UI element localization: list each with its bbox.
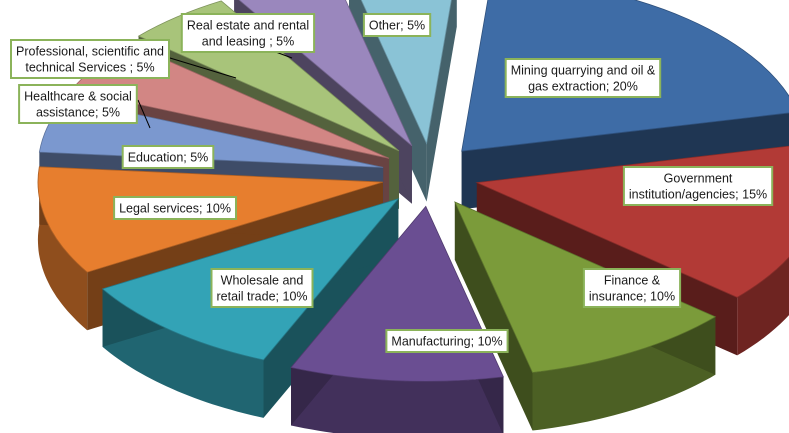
label-box-government-institution-agencies (622, 166, 774, 206)
label-professional-scientific-and-technical-services: Professional, scientific and technical Se… (10, 39, 170, 79)
label-box-manufacturing (385, 329, 509, 353)
slice-labels: Mining quarrying and oil & gas extraction… (10, 13, 774, 353)
label-text-mining-quarrying-and-oil-gas-extraction-0: Mining quarrying and oil & (511, 64, 656, 78)
label-box-other (362, 13, 432, 37)
label-box-professional-scientific-and-technical-services (10, 39, 170, 79)
label-text-government-institution-agencies-0: Government (664, 172, 733, 186)
label-text-professional-scientific-and-technical-services-1: technical Services ; 5% (25, 61, 154, 75)
label-text-mining-quarrying-and-oil-gas-extraction-1: gas extraction; 20% (528, 80, 638, 94)
label-text-real-estate-and-rental-and-leasing-1: and leasing ; 5% (202, 35, 294, 49)
label-mining-quarrying-and-oil-gas-extraction: Mining quarrying and oil & gas extraction… (504, 58, 662, 98)
label-text-education-0: Education; 5% (128, 151, 209, 165)
label-government-institution-agencies: Government institution/agencies; 15% (622, 166, 774, 206)
label-finance-insurance: Finance & insurance; 10% (582, 268, 682, 308)
label-text-wholesale-and-retail-trade-1: retail trade; 10% (216, 290, 307, 304)
label-box-mining-quarrying-and-oil-gas-extraction (504, 58, 662, 98)
label-box-real-estate-and-rental-and-leasing (180, 13, 316, 53)
slice-face-finance-insurance-1 (454, 202, 533, 431)
label-text-wholesale-and-retail-trade-0: Wholesale and (221, 274, 304, 288)
label-text-manufacturing-0: Manufacturing; 10% (391, 335, 502, 349)
label-other: Other; 5% (362, 13, 432, 37)
slice-face-other-1 (426, 0, 457, 202)
label-text-healthcare-social-assistance-1: assistance; 5% (36, 106, 120, 120)
label-manufacturing: Manufacturing; 10% (385, 329, 509, 353)
label-real-estate-and-rental-and-leasing: Real estate and rental and leasing ; 5% (180, 13, 316, 53)
label-text-finance-insurance-1: insurance; 10% (589, 290, 675, 304)
label-text-government-institution-agencies-1: institution/agencies; 15% (629, 188, 767, 202)
label-legal-services: Legal services; 10% (113, 196, 237, 220)
label-text-real-estate-and-rental-and-leasing-0: Real estate and rental (187, 19, 309, 33)
label-box-education (121, 145, 215, 169)
label-text-healthcare-social-assistance-0: Healthcare & social (24, 90, 132, 104)
label-text-legal-services-0: Legal services; 10% (119, 202, 231, 216)
label-box-wholesale-and-retail-trade (210, 268, 314, 308)
slice-side-manufacturing (291, 367, 504, 433)
label-wholesale-and-retail-trade: Wholesale and retail trade; 10% (210, 268, 314, 308)
label-text-finance-insurance-0: Finance & (604, 274, 661, 288)
label-box-finance-insurance (582, 268, 682, 308)
slice-side-legal-services (37, 166, 88, 331)
label-healthcare-social-assistance: Healthcare & social assistance; 5% (18, 84, 138, 124)
leader-line-professional-scientific-and-technical-services (169, 57, 237, 79)
label-text-other-0: Other; 5% (369, 19, 425, 33)
slice-side-government-institution-agencies (737, 257, 789, 356)
leader-line-healthcare-social-assistance (137, 99, 151, 129)
label-box-legal-services (113, 196, 237, 220)
label-education: Education; 5% (121, 145, 215, 169)
label-text-professional-scientific-and-technical-services-0: Professional, scientific and (16, 45, 164, 59)
label-box-healthcare-social-assistance (18, 84, 138, 124)
